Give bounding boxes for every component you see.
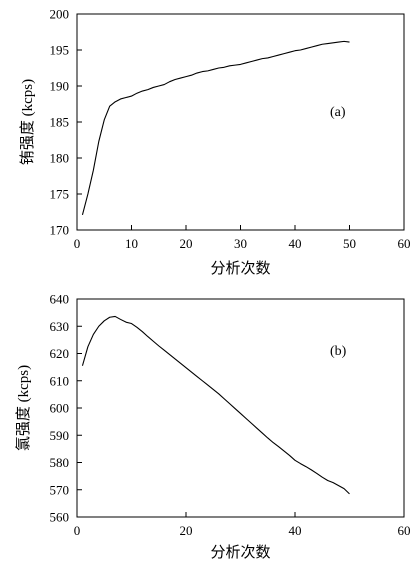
panel-a-x-axis-title: 分析次数	[210, 260, 270, 277]
panel-b-y-tick-label: 630	[50, 319, 70, 334]
panel-a-x-tick-label: 60	[398, 236, 411, 251]
panel-b-y-tick-label: 590	[50, 428, 70, 443]
panel-b-series-line-0	[81, 315, 350, 495]
panel-a-label: (a)	[330, 105, 346, 120]
panel-a-plot-frame	[76, 13, 405, 231]
panel-b-y-tick-label: 610	[50, 373, 70, 388]
panel-a-x-tick-label: 0	[74, 236, 81, 251]
panel-a-x-tick-label: 30	[234, 236, 247, 251]
panel-a-x-tick-label: 50	[343, 236, 356, 251]
panel-b-y-tick-label: 580	[50, 455, 70, 470]
panel-a-x-tick-label: 10	[125, 236, 138, 251]
panel-b-x-tick-label: 0	[74, 523, 81, 538]
panel-a-y-tick-label: 185	[50, 115, 70, 130]
panel-b-x-tick-label: 40	[289, 523, 302, 538]
panel-b-y-tick-label: 560	[50, 510, 70, 525]
panel-a-y-tick-label: 175	[50, 187, 70, 202]
panel-b-y-tick-label: 620	[50, 346, 70, 361]
panel-b-plot-frame	[76, 298, 405, 518]
panel-a-y-tick-label: 180	[50, 151, 70, 166]
panel-b-y-axis-title: 氯强度 (kcps)	[15, 365, 32, 451]
panel-a-y-tick-label: 200	[50, 7, 70, 22]
panel-b-y-tick-label: 570	[50, 482, 70, 497]
panel-a-series-line-0	[81, 40, 350, 216]
panel-a-x-tick-label: 20	[180, 236, 193, 251]
panel-a-x-tick-label: 40	[289, 236, 302, 251]
panel-a-y-axis-title: 铕强度 (kcps)	[19, 79, 36, 165]
panel-b-y-tick-label: 640	[50, 292, 70, 307]
panel-b-label: (b)	[330, 344, 347, 359]
panel-b-y-tick-label: 600	[50, 401, 70, 416]
panel-a-y-tick-label: 170	[50, 223, 70, 238]
panel-a-y-tick-label: 195	[50, 43, 70, 58]
panel-b-x-axis-title: 分析次数	[210, 544, 270, 561]
panel-b-group: 0 20 40 60 560 570 580 590 600 610 620 630 640 分析次数 氯强…	[15, 292, 411, 562]
panel-b-x-tick-label: 20	[180, 523, 193, 538]
panel-a-y-tick-label: 190	[50, 79, 70, 94]
panel-b-x-tick-label: 60	[398, 523, 411, 538]
panel-a-group: 0 10 20 30 40 50 60 170 175 180 185 190 195 200 分析次数 铕强…	[19, 7, 411, 278]
